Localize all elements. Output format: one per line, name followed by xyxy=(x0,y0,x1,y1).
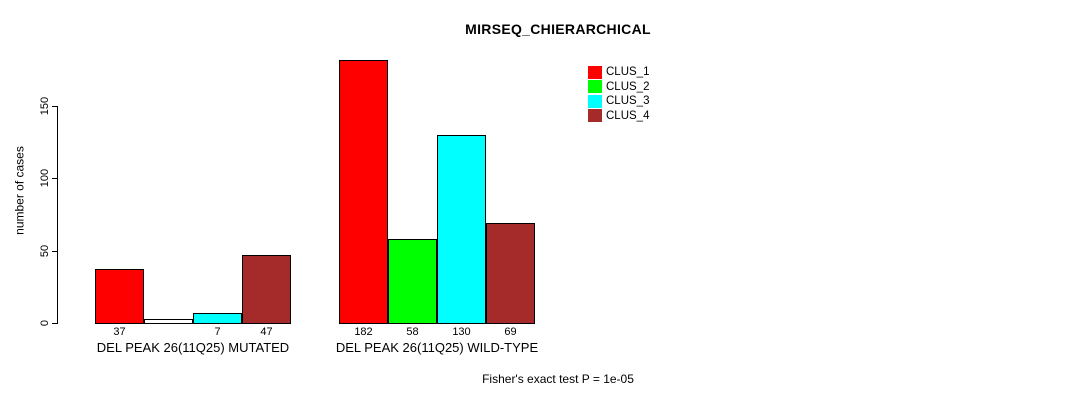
legend-color-swatch xyxy=(588,94,602,108)
legend-color-swatch xyxy=(588,109,602,123)
legend-label: CLUS_3 xyxy=(606,95,650,108)
bar-value-label: 58 xyxy=(406,326,419,338)
stat-annotation: Fisher's exact test P = 1e-05 xyxy=(482,372,634,386)
y-axis-tick-label: 100 xyxy=(39,168,51,188)
bar-value-label: 7 xyxy=(214,326,221,338)
bar-value-label: 47 xyxy=(260,326,273,338)
bar-clus_4-mutated xyxy=(242,255,291,324)
legend: CLUS_1 CLUS_2 CLUS_3 CLUS_4 xyxy=(588,65,649,123)
chart-title: MIRSEQ_CHIERARCHICAL xyxy=(465,21,651,37)
bar-value-label: 37 xyxy=(113,326,126,338)
x-axis-category-label: DEL PEAK 26(11Q25) MUTATED xyxy=(96,340,290,355)
y-axis-label: number of cases xyxy=(12,146,27,235)
legend-label: CLUS_4 xyxy=(606,109,650,122)
bar-clus_3-wildtype xyxy=(437,135,486,324)
legend-item-clus_1: CLUS_1 xyxy=(588,65,649,80)
legend-label: CLUS_1 xyxy=(606,66,650,79)
legend-color-swatch xyxy=(588,80,602,94)
bar-clus_4-wildtype xyxy=(486,223,535,324)
bar-value-label: 182 xyxy=(354,326,373,338)
bar-value-label: 130 xyxy=(452,326,471,338)
bar-clus_2-mutated xyxy=(144,319,193,324)
bar-value-label: 69 xyxy=(504,326,517,338)
bar-clus_1-wildtype xyxy=(339,60,388,324)
y-axis-tick-label: 50 xyxy=(39,244,51,258)
legend-item-clus_2: CLUS_2 xyxy=(588,80,649,95)
y-axis-tick xyxy=(52,251,58,252)
bar-clus_3-mutated xyxy=(193,313,242,324)
y-axis-tick xyxy=(52,323,58,324)
bar-clus_2-wildtype xyxy=(388,239,437,324)
legend-label: CLUS_2 xyxy=(606,80,650,93)
y-axis-tick-label: 0 xyxy=(39,319,51,327)
y-axis-tick-label: 150 xyxy=(39,96,51,116)
legend-item-clus_4: CLUS_4 xyxy=(588,109,649,124)
x-axis-category-label: DEL PEAK 26(11Q25) WILD-TYPE xyxy=(335,340,539,355)
y-axis-tick xyxy=(52,106,58,107)
legend-color-swatch xyxy=(588,65,602,79)
y-axis-tick xyxy=(52,178,58,179)
bar-clus_1-mutated xyxy=(95,269,144,324)
y-axis-line xyxy=(57,106,58,324)
legend-item-clus_3: CLUS_3 xyxy=(588,94,649,109)
